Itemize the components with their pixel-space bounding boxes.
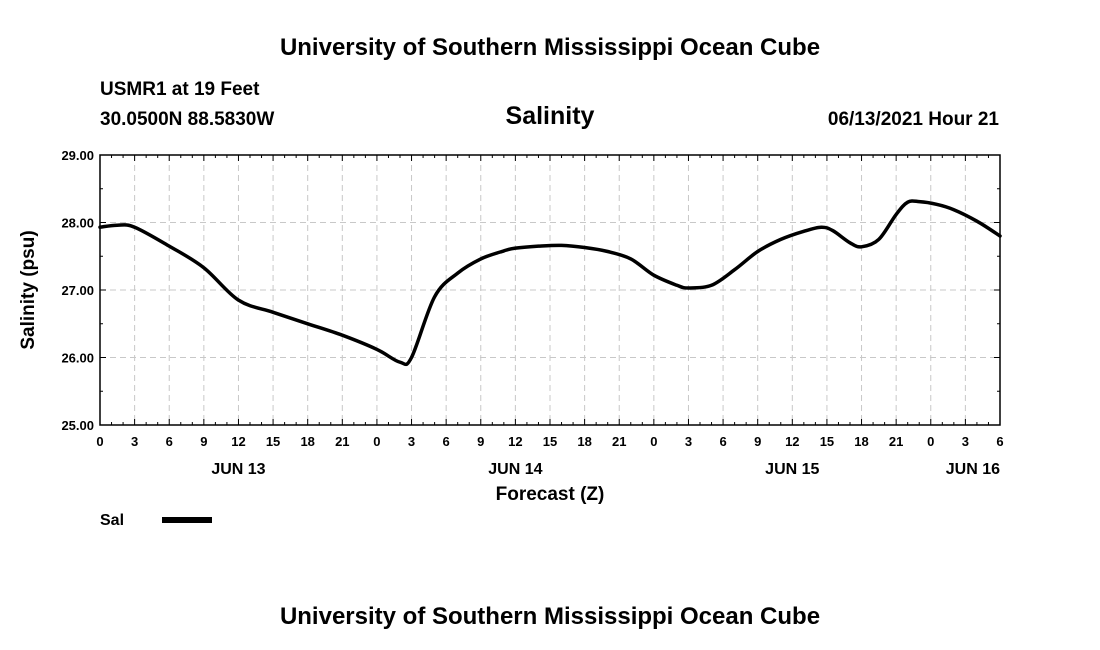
x-tick-label: 6: [166, 434, 173, 449]
x-tick-label: 18: [854, 434, 868, 449]
x-tick-label: 18: [577, 434, 591, 449]
x-tick-label: 3: [962, 434, 969, 449]
x-tick-label: 12: [785, 434, 799, 449]
date-label: JUN 15: [765, 461, 819, 478]
x-tick-label: 15: [543, 434, 557, 449]
x-tick-label: 3: [408, 434, 415, 449]
y-tick-label: 26.00: [61, 351, 94, 366]
bottom-title: University of Southern Mississippi Ocean…: [280, 603, 820, 630]
y-axis-title: Salinity (psu): [18, 230, 39, 349]
x-tick-label: 15: [266, 434, 280, 449]
y-tick-labels: 25.00 26.00 27.00 28.00 29.00: [61, 148, 94, 433]
date-label: JUN 13: [211, 461, 265, 478]
x-tick-label: 12: [508, 434, 522, 449]
x-tick-label: 18: [300, 434, 314, 449]
plot-frame: [99, 154, 1001, 426]
series-layer: [98, 199, 1002, 367]
x-tick-label: 6: [719, 434, 726, 449]
date-labels: JUN 13 JUN 14 JUN 15 JUN 16: [211, 461, 1000, 478]
x-tick-label: 0: [650, 434, 657, 449]
y-tick-label: 28.00: [61, 216, 94, 231]
date-label: JUN 16: [946, 461, 1000, 478]
legend-label: Sal: [100, 512, 124, 529]
x-tick-label: 12: [231, 434, 245, 449]
x-tick-label: 21: [889, 434, 903, 449]
x-tick-label: 6: [443, 434, 450, 449]
grid: [100, 155, 1000, 425]
x-tick-labels: 0 3 6 9 12 15 18 21 0 3 6 9 12 15 18 21 0 3 6 9 12 15 18 21 0 3 6: [96, 434, 1003, 449]
x-tick-label: 9: [754, 434, 761, 449]
y-tick-label: 29.00: [61, 148, 94, 163]
x-tick-label: 9: [200, 434, 207, 449]
x-tick-label: 0: [373, 434, 380, 449]
station-label: USMR1 at 19 Feet: [100, 79, 260, 100]
y-tick-label: 27.00: [61, 283, 94, 298]
x-tick-label: 15: [820, 434, 834, 449]
date-label: JUN 14: [488, 461, 542, 478]
top-title: University of Southern Mississippi Ocean…: [280, 34, 820, 61]
x-tick-label: 21: [335, 434, 349, 449]
x-tick-label: 6: [996, 434, 1003, 449]
x-axis-title: Forecast (Z): [496, 484, 605, 505]
x-tick-label: 0: [927, 434, 934, 449]
coords-label: 30.0500N 88.5830W: [100, 109, 274, 130]
datetime-label: 06/13/2021 Hour 21: [828, 109, 1000, 130]
x-tick-label: 0: [96, 434, 103, 449]
x-tick-label: 3: [685, 434, 692, 449]
y-tick-label: 25.00: [61, 418, 94, 433]
x-tick-label: 3: [131, 434, 138, 449]
x-tick-label: 21: [612, 434, 626, 449]
series-line-sal: [98, 199, 1002, 367]
x-tick-label: 9: [477, 434, 484, 449]
chart-title: Salinity: [506, 102, 595, 130]
